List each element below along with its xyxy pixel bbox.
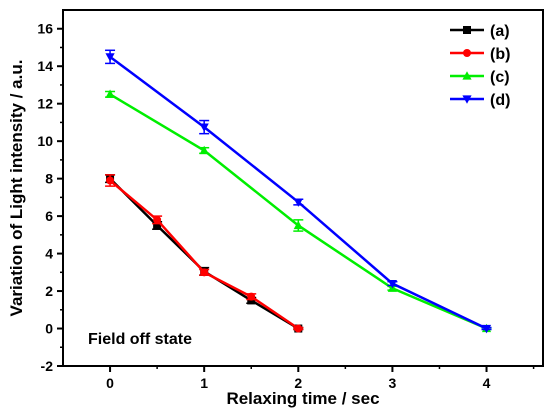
x-tick-label: 4 xyxy=(483,375,491,391)
data-point xyxy=(200,268,209,277)
legend-marker xyxy=(462,71,472,80)
series-0 xyxy=(105,174,304,333)
legend-marker xyxy=(463,49,471,57)
x-tick-label: 0 xyxy=(106,375,114,391)
legend-entry: (d) xyxy=(450,92,510,109)
series-2 xyxy=(105,89,492,333)
field-off-annotation: Field off state xyxy=(88,331,192,348)
legend-entry: (b) xyxy=(450,46,510,63)
y-tick-label: 0 xyxy=(45,321,53,337)
data-point xyxy=(105,89,115,98)
data-point xyxy=(293,220,303,230)
x-axis: 0 1 2 3 4 xyxy=(106,366,535,391)
series-3 xyxy=(105,49,492,334)
data-point xyxy=(247,292,256,301)
data-point xyxy=(106,176,115,185)
y-tick-label: 12 xyxy=(37,96,53,112)
legend-entry: (c) xyxy=(450,69,510,86)
data-point xyxy=(387,279,398,289)
series-1 xyxy=(105,174,304,333)
legend-label: (c) xyxy=(490,69,510,86)
series-line xyxy=(109,93,488,330)
y-tick-label: 6 xyxy=(45,208,53,224)
x-axis-title: Relaxing time / sec xyxy=(226,389,379,408)
y-tick-label: 2 xyxy=(45,283,53,299)
y-tick-label: 16 xyxy=(37,21,53,37)
series-line xyxy=(109,177,299,330)
legend-marker xyxy=(462,95,472,104)
y-tick-label: 10 xyxy=(37,133,53,149)
y-tick-label: 8 xyxy=(45,171,53,187)
legend-label: (b) xyxy=(490,46,510,63)
legend-entry: (a) xyxy=(450,23,510,40)
x-tick-label: 3 xyxy=(389,375,397,391)
x-tick-label: 2 xyxy=(294,375,302,391)
x-tick-label: 1 xyxy=(200,375,208,391)
data-point xyxy=(199,123,209,132)
y-axis-title: Variation of Light intensity / a.u. xyxy=(7,60,26,317)
legend-label: (a) xyxy=(490,23,510,40)
data-point xyxy=(199,145,209,155)
plot-frame xyxy=(62,9,544,367)
legend-label: (d) xyxy=(490,92,510,109)
data-point xyxy=(105,53,115,62)
series-line xyxy=(109,55,488,330)
y-tick-label: 14 xyxy=(37,58,53,74)
data-point xyxy=(293,198,303,207)
y-tick-label: 4 xyxy=(45,246,53,262)
y-axis: -2 0 2 4 6 8 10 12 14 16 xyxy=(37,21,63,374)
data-point xyxy=(294,324,303,333)
data-point xyxy=(481,324,492,334)
series-group xyxy=(105,49,492,334)
legend-marker xyxy=(463,26,471,34)
data-point xyxy=(153,221,162,230)
legend: (a) (b) (c) (d) xyxy=(450,23,510,109)
y-tick-label: -2 xyxy=(41,358,54,374)
data-point xyxy=(153,215,162,224)
